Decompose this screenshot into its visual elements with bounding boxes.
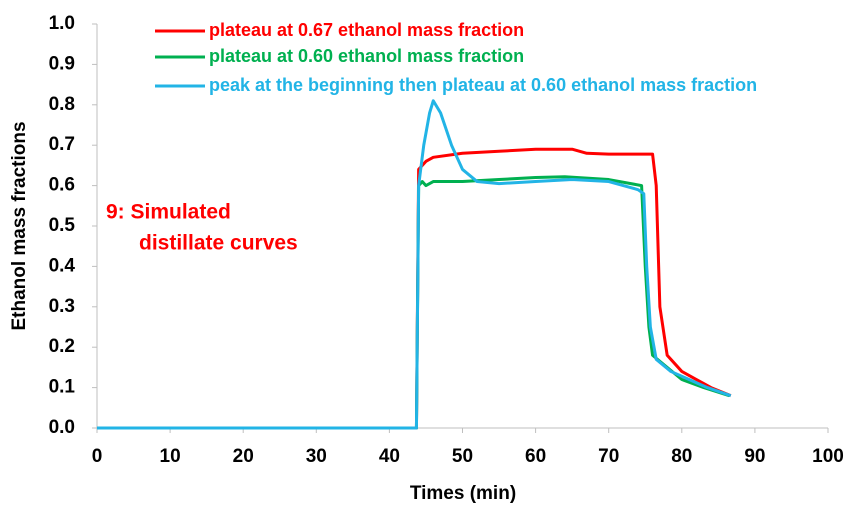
x-tick-label: 90 [744, 446, 765, 467]
y-tick-label: 0.8 [49, 94, 75, 115]
y-tick-label: 0.9 [49, 53, 75, 74]
y-tick-label: 0.1 [49, 377, 76, 398]
legend-label: peak at the beginning then plateau at 0.… [209, 75, 757, 95]
series-line [97, 99, 732, 430]
x-axis-label: Times (min) [410, 483, 516, 504]
legend-label: plateau at 0.60 ethanol mass fraction [209, 46, 524, 66]
annotation: distillate curves [139, 232, 298, 255]
y-tick-label: 0.0 [49, 417, 75, 438]
y-tick-label: 0.5 [49, 215, 76, 236]
y-tick-label: 0.6 [49, 175, 75, 196]
x-tick-label: 80 [671, 446, 692, 467]
x-tick-label: 100 [812, 446, 844, 467]
x-tick-label: 10 [160, 446, 181, 467]
series-line [97, 147, 732, 430]
y-axis-label: Ethanol mass fractions [9, 121, 30, 330]
y-tick-label: 1.0 [49, 13, 75, 34]
y-tick-label: 0.7 [49, 134, 75, 155]
annotation: 9: Simulated [106, 201, 231, 224]
x-tick-label: 40 [379, 446, 400, 467]
y-tick-label: 0.2 [49, 336, 75, 357]
x-tick-label: 0 [92, 446, 103, 467]
x-tick-label: 60 [525, 446, 546, 467]
legend-label: plateau at 0.67 ethanol mass fraction [209, 20, 524, 40]
y-tick-label: 0.3 [49, 296, 75, 317]
x-tick-label: 70 [598, 446, 619, 467]
x-tick-label: 50 [452, 446, 473, 467]
x-tick-label: 20 [233, 446, 254, 467]
y-tick-label: 0.4 [49, 255, 76, 276]
x-tick-label: 30 [306, 446, 327, 467]
